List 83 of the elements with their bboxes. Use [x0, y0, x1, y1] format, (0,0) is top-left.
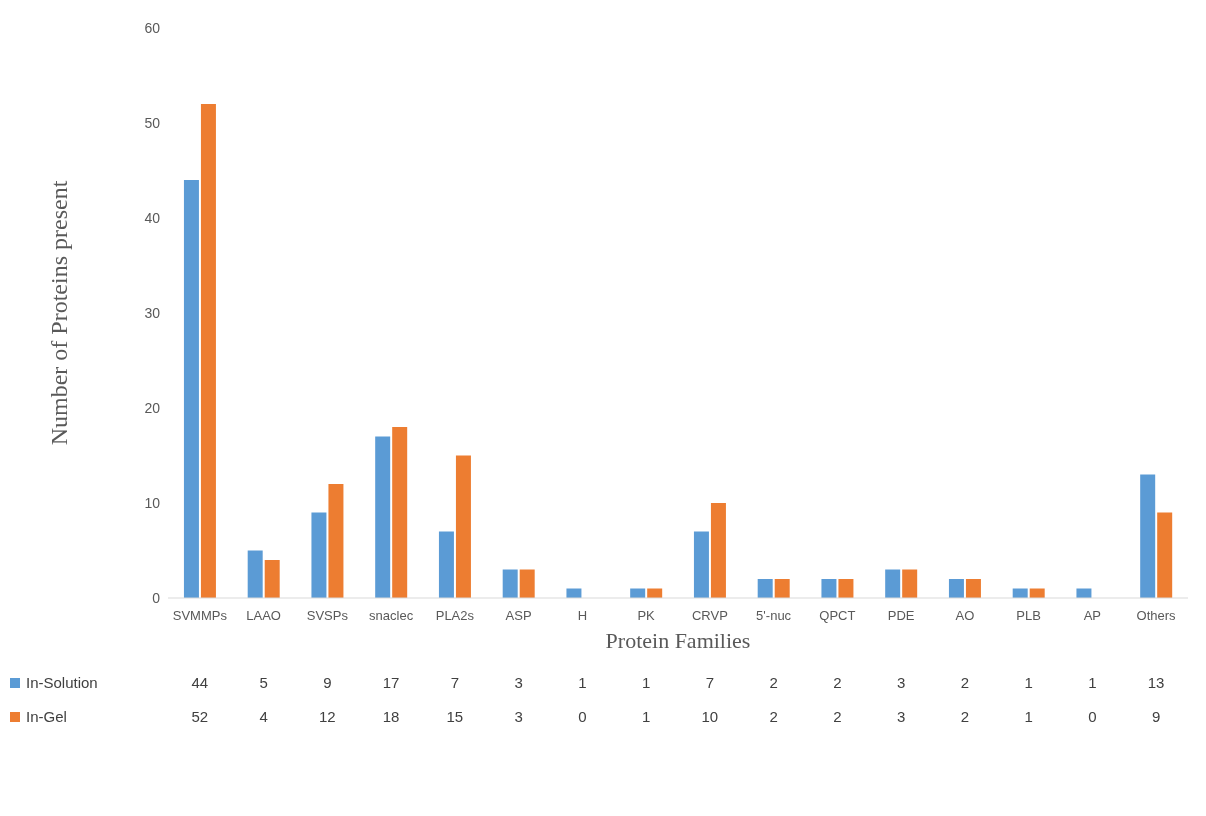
x-tick-label: snaclec	[369, 608, 414, 623]
bar	[1157, 512, 1173, 598]
data-label: 12	[318, 708, 337, 725]
x-tick-label: QPCT	[819, 608, 856, 623]
y-tick-label: 10	[144, 494, 161, 511]
x-tick-label: CRVP	[691, 608, 728, 623]
bar	[183, 180, 199, 598]
bar	[1140, 474, 1156, 598]
y-tick-label: 0	[152, 589, 161, 606]
bar	[774, 579, 790, 598]
data-label: 3	[513, 674, 524, 691]
bar	[438, 531, 454, 598]
data-label: 2	[832, 674, 843, 691]
x-tick-label: PK	[637, 608, 656, 623]
x-tick-label: AO	[955, 608, 975, 623]
legend-label: In-Gel	[26, 708, 67, 725]
x-tick-label: Others	[1136, 608, 1177, 623]
data-label: 2	[959, 708, 971, 725]
bar	[247, 550, 263, 598]
data-label: 2	[959, 674, 971, 691]
bar	[710, 503, 726, 598]
data-label: 1	[1023, 674, 1034, 691]
data-label: 1	[640, 674, 652, 691]
legend-label: In-Solution	[26, 674, 98, 691]
data-label: 4	[258, 708, 269, 725]
bar	[328, 484, 344, 598]
bar	[375, 436, 391, 598]
data-label: 1	[577, 674, 588, 691]
data-label: 3	[895, 708, 907, 725]
bar	[311, 512, 327, 598]
data-label: 0	[1087, 708, 1098, 725]
x-axis-title: Protein Families	[605, 628, 751, 653]
data-label: 2	[768, 708, 779, 725]
bar	[502, 569, 518, 598]
data-label: 7	[449, 674, 461, 691]
x-tick-label: 5'-nuc	[756, 608, 792, 623]
bar	[902, 569, 918, 598]
x-tick-label: SVMMPs	[172, 608, 228, 623]
bar	[455, 455, 471, 598]
bar	[948, 579, 964, 598]
bar	[693, 531, 709, 598]
x-tick-label: H	[577, 608, 588, 623]
data-label: 52	[190, 708, 210, 725]
data-label: 18	[381, 708, 401, 725]
data-label: 1	[1087, 674, 1098, 691]
x-tick-label: LAAO	[246, 608, 281, 623]
data-label: 1	[640, 708, 652, 725]
data-label: 0	[577, 708, 588, 725]
data-label: 2	[832, 708, 843, 725]
y-tick-label: 60	[144, 19, 161, 36]
bar	[757, 579, 773, 598]
bar	[519, 569, 535, 598]
y-tick-label: 50	[144, 114, 161, 131]
x-tick-label: PDE	[887, 608, 915, 623]
bar	[885, 569, 901, 598]
data-label: 7	[704, 674, 716, 691]
x-tick-label: PLB	[1016, 608, 1041, 623]
y-tick-label: 30	[144, 304, 161, 321]
data-label: 3	[895, 674, 907, 691]
data-label: 9	[322, 674, 333, 691]
data-label: 13	[1146, 674, 1166, 691]
data-label: 17	[381, 674, 401, 691]
y-tick-label: 40	[144, 209, 161, 226]
bar	[392, 427, 408, 598]
data-label: 44	[190, 674, 210, 691]
data-label: 15	[445, 708, 465, 725]
data-label: 9	[1150, 708, 1162, 725]
data-label: 10	[700, 708, 720, 725]
data-label: 2	[768, 674, 779, 691]
data-label: 5	[258, 674, 269, 691]
bar	[200, 104, 216, 598]
bar	[264, 560, 280, 598]
x-tick-label: AP	[1083, 608, 1102, 623]
bar	[821, 579, 837, 598]
x-tick-label: ASP	[505, 608, 532, 623]
x-tick-label: PLA2s	[435, 608, 475, 623]
y-axis-title: Number of Proteins present	[45, 180, 72, 446]
data-label: 3	[513, 708, 524, 725]
bar	[965, 579, 981, 598]
data-label: 1	[1023, 708, 1034, 725]
bar	[838, 579, 854, 598]
x-tick-label: SVSPs	[306, 608, 349, 623]
y-tick-label: 20	[144, 399, 161, 416]
